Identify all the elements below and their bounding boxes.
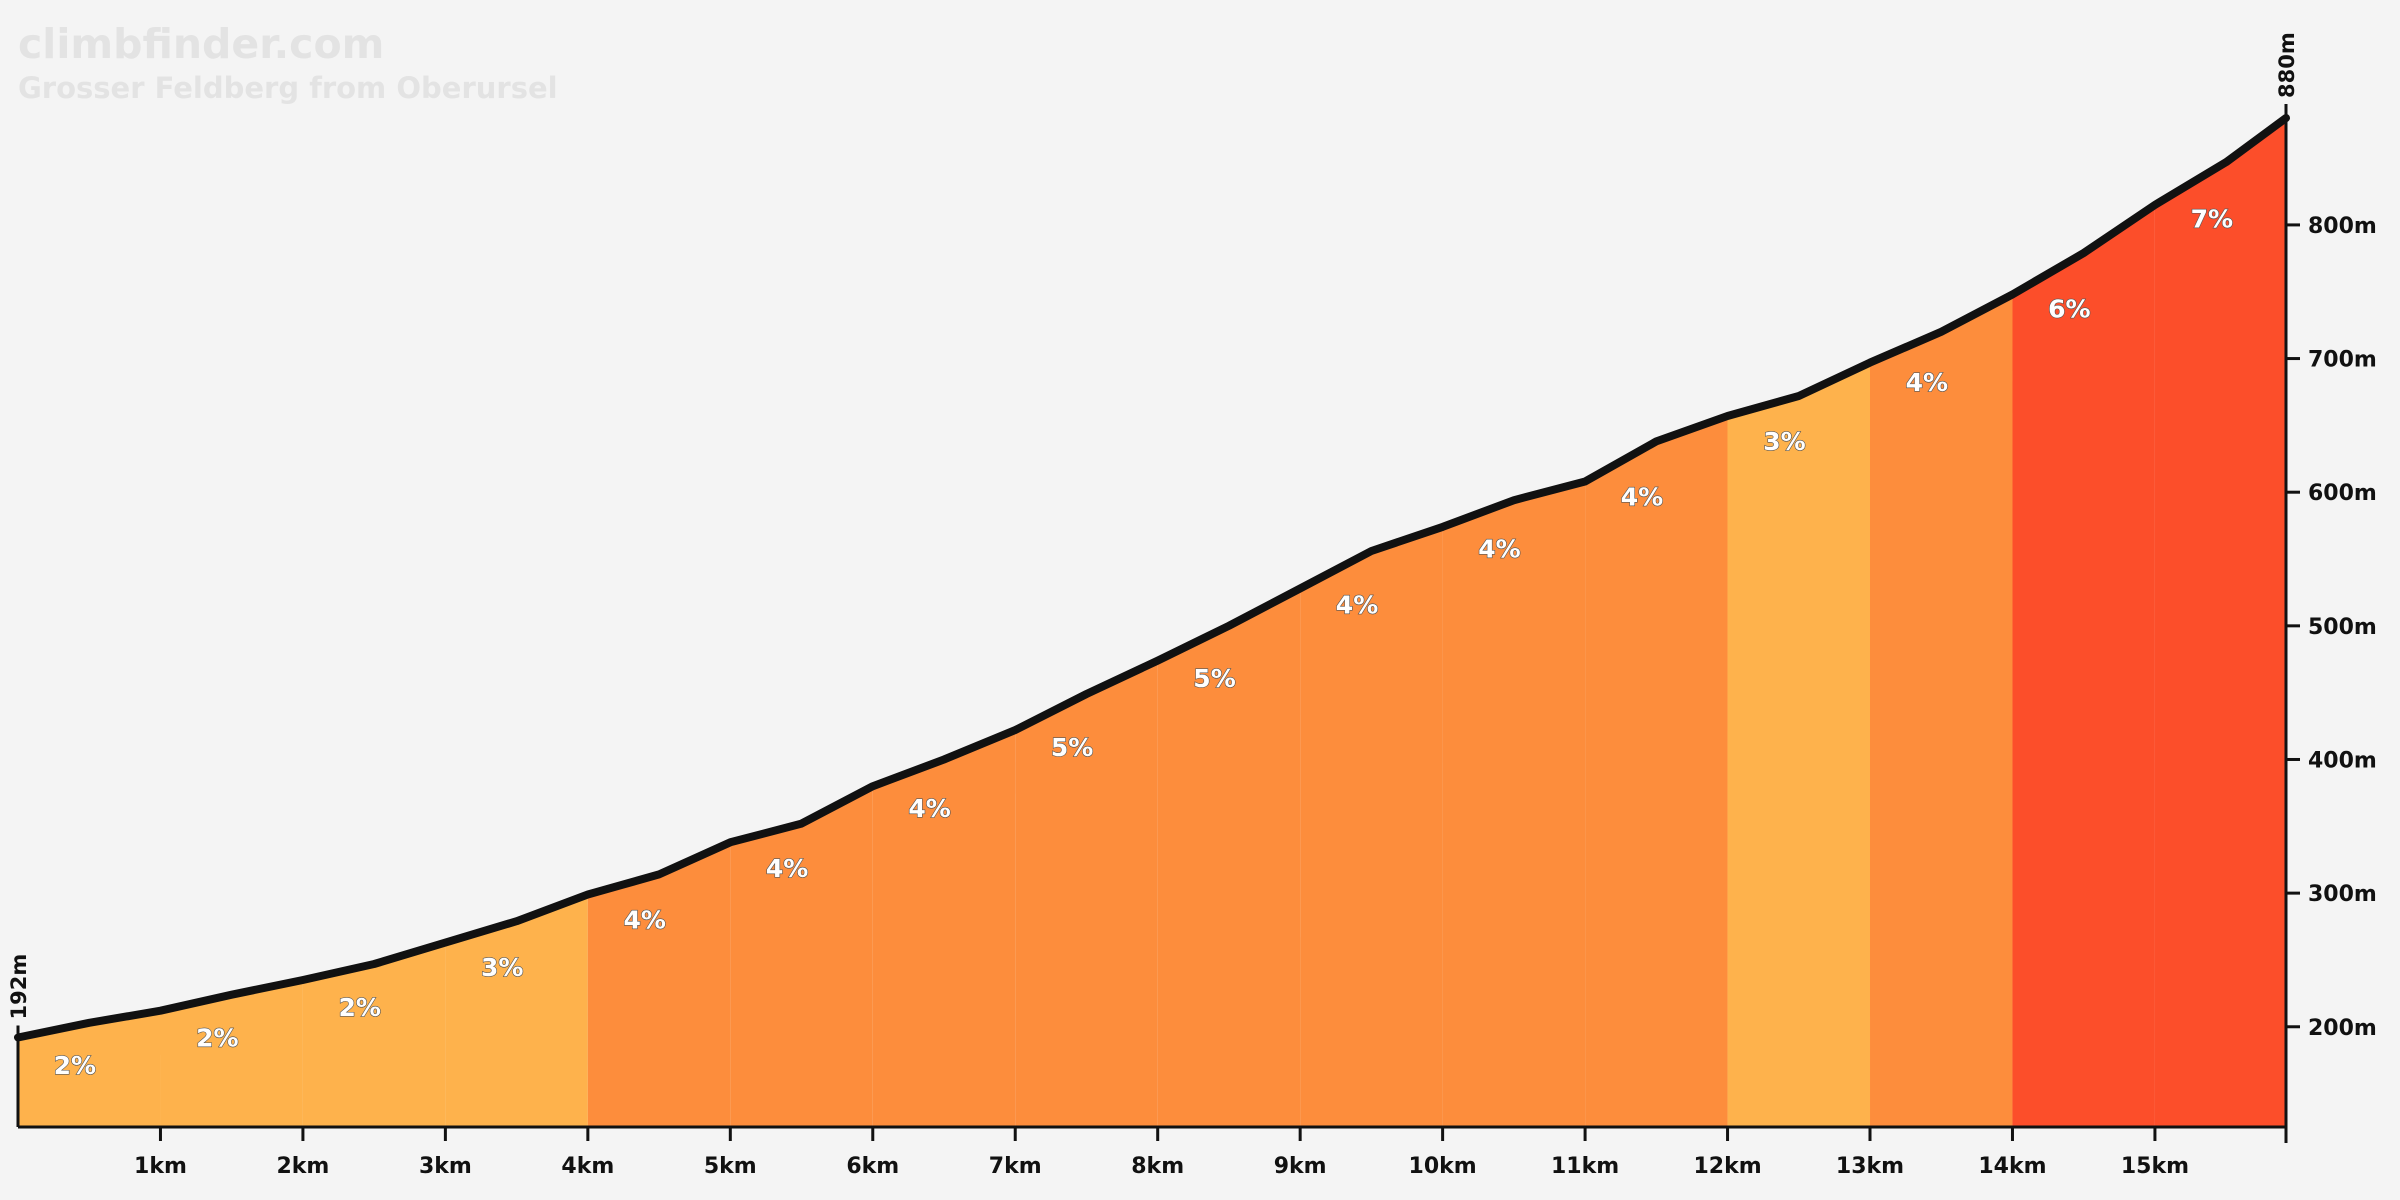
gradient-segment-13 xyxy=(1727,362,1871,1128)
y-tick-label-2: 300m xyxy=(2308,882,2377,907)
gradient-label-7: 4% xyxy=(908,794,950,823)
gradient-segment-16 xyxy=(2154,118,2286,1127)
start-elevation-label: 192m xyxy=(7,954,31,1020)
gradient-label-2: 2% xyxy=(196,1024,238,1053)
x-tick-label-10: 10km xyxy=(1409,1154,1477,1179)
gradient-label-9: 5% xyxy=(1193,664,1235,693)
gradient-label-10: 4% xyxy=(1336,591,1378,620)
x-tick-label-4: 4km xyxy=(561,1154,614,1179)
gradient-label-12: 4% xyxy=(1621,483,1663,512)
x-tick-label-14: 14km xyxy=(1978,1154,2046,1179)
y-tick-label-1: 200m xyxy=(2308,1016,2377,1041)
profile-line-group xyxy=(14,114,2290,1042)
y-tick-label-3: 400m xyxy=(2308,748,2377,773)
x-tick-label-12: 12km xyxy=(1693,1154,1761,1179)
x-tick-label-5: 5km xyxy=(704,1154,757,1179)
x-tick-label-8: 8km xyxy=(1131,1154,1184,1179)
gradient-segment-8 xyxy=(1015,660,1158,1127)
y-tick-label-6: 700m xyxy=(2308,348,2377,373)
gradient-label-13: 3% xyxy=(1763,427,1805,456)
x-tick-label-9: 9km xyxy=(1274,1154,1327,1179)
gradient-segment-3 xyxy=(302,942,446,1127)
x-tick-label-6: 6km xyxy=(846,1154,899,1179)
x-tick-label-13: 13km xyxy=(1836,1154,1904,1179)
x-tick-label-3: 3km xyxy=(419,1154,472,1179)
gradient-label-3: 2% xyxy=(339,993,381,1022)
gradient-label-16: 7% xyxy=(2191,205,2233,234)
gradient-segment-7 xyxy=(872,730,1016,1127)
y-tick-label-4: 500m xyxy=(2308,615,2377,640)
gradient-labels: 2% 2% 2% 3% 4% 4% 4% 5% 5% 4% 4% 4% 3% 4% 6% 7% xyxy=(53,204,2234,1081)
gradient-segment-11 xyxy=(1442,481,1586,1127)
x-tick-label-11: 11km xyxy=(1551,1154,1619,1179)
gradient-label-5: 4% xyxy=(624,905,666,934)
gradient-segment-14 xyxy=(1870,294,2013,1127)
gradient-label-8: 5% xyxy=(1051,733,1093,762)
x-tick-label-1: 1km xyxy=(134,1154,187,1179)
gradient-segment-6 xyxy=(730,786,873,1127)
y-tick-label-7: 800m xyxy=(2308,214,2377,239)
gradient-label-6: 4% xyxy=(766,854,808,883)
gradient-segments xyxy=(18,118,2286,1128)
elevation-profile-line xyxy=(14,114,2290,1042)
end-elevation-label: 880m xyxy=(2275,32,2299,98)
gradient-label-15: 6% xyxy=(2048,295,2090,324)
gradient-label-11: 4% xyxy=(1478,535,1520,564)
y-tick-label-5: 600m xyxy=(2308,481,2377,506)
gradient-label-14: 4% xyxy=(1906,368,1948,397)
gradient-segment-1 xyxy=(18,1010,161,1127)
gradient-segment-15 xyxy=(2012,204,2155,1127)
x-tick-label-7: 7km xyxy=(989,1154,1042,1179)
x-tick-label-15: 15km xyxy=(2121,1154,2189,1179)
gradient-segment-12 xyxy=(1585,416,1728,1127)
gradient-label-4: 3% xyxy=(481,953,523,982)
gradient-segment-5 xyxy=(587,842,731,1127)
x-tick-label-2: 2km xyxy=(276,1154,329,1179)
climb-name: Grosser Feldberg from Oberursel xyxy=(18,71,558,105)
gradient-segment-4 xyxy=(445,894,588,1127)
gradient-segment-9 xyxy=(1157,588,1301,1127)
gradient-label-1: 2% xyxy=(54,1051,96,1080)
axes: 1km 2km 3km 4km 5km 6km 7km 8km 9km 10km 11km 12km 1… xyxy=(7,32,2377,1179)
site-watermark: climbfinder.com xyxy=(18,20,384,68)
gradient-segment-10 xyxy=(1300,526,1443,1127)
gradient-segment-2 xyxy=(160,980,303,1127)
